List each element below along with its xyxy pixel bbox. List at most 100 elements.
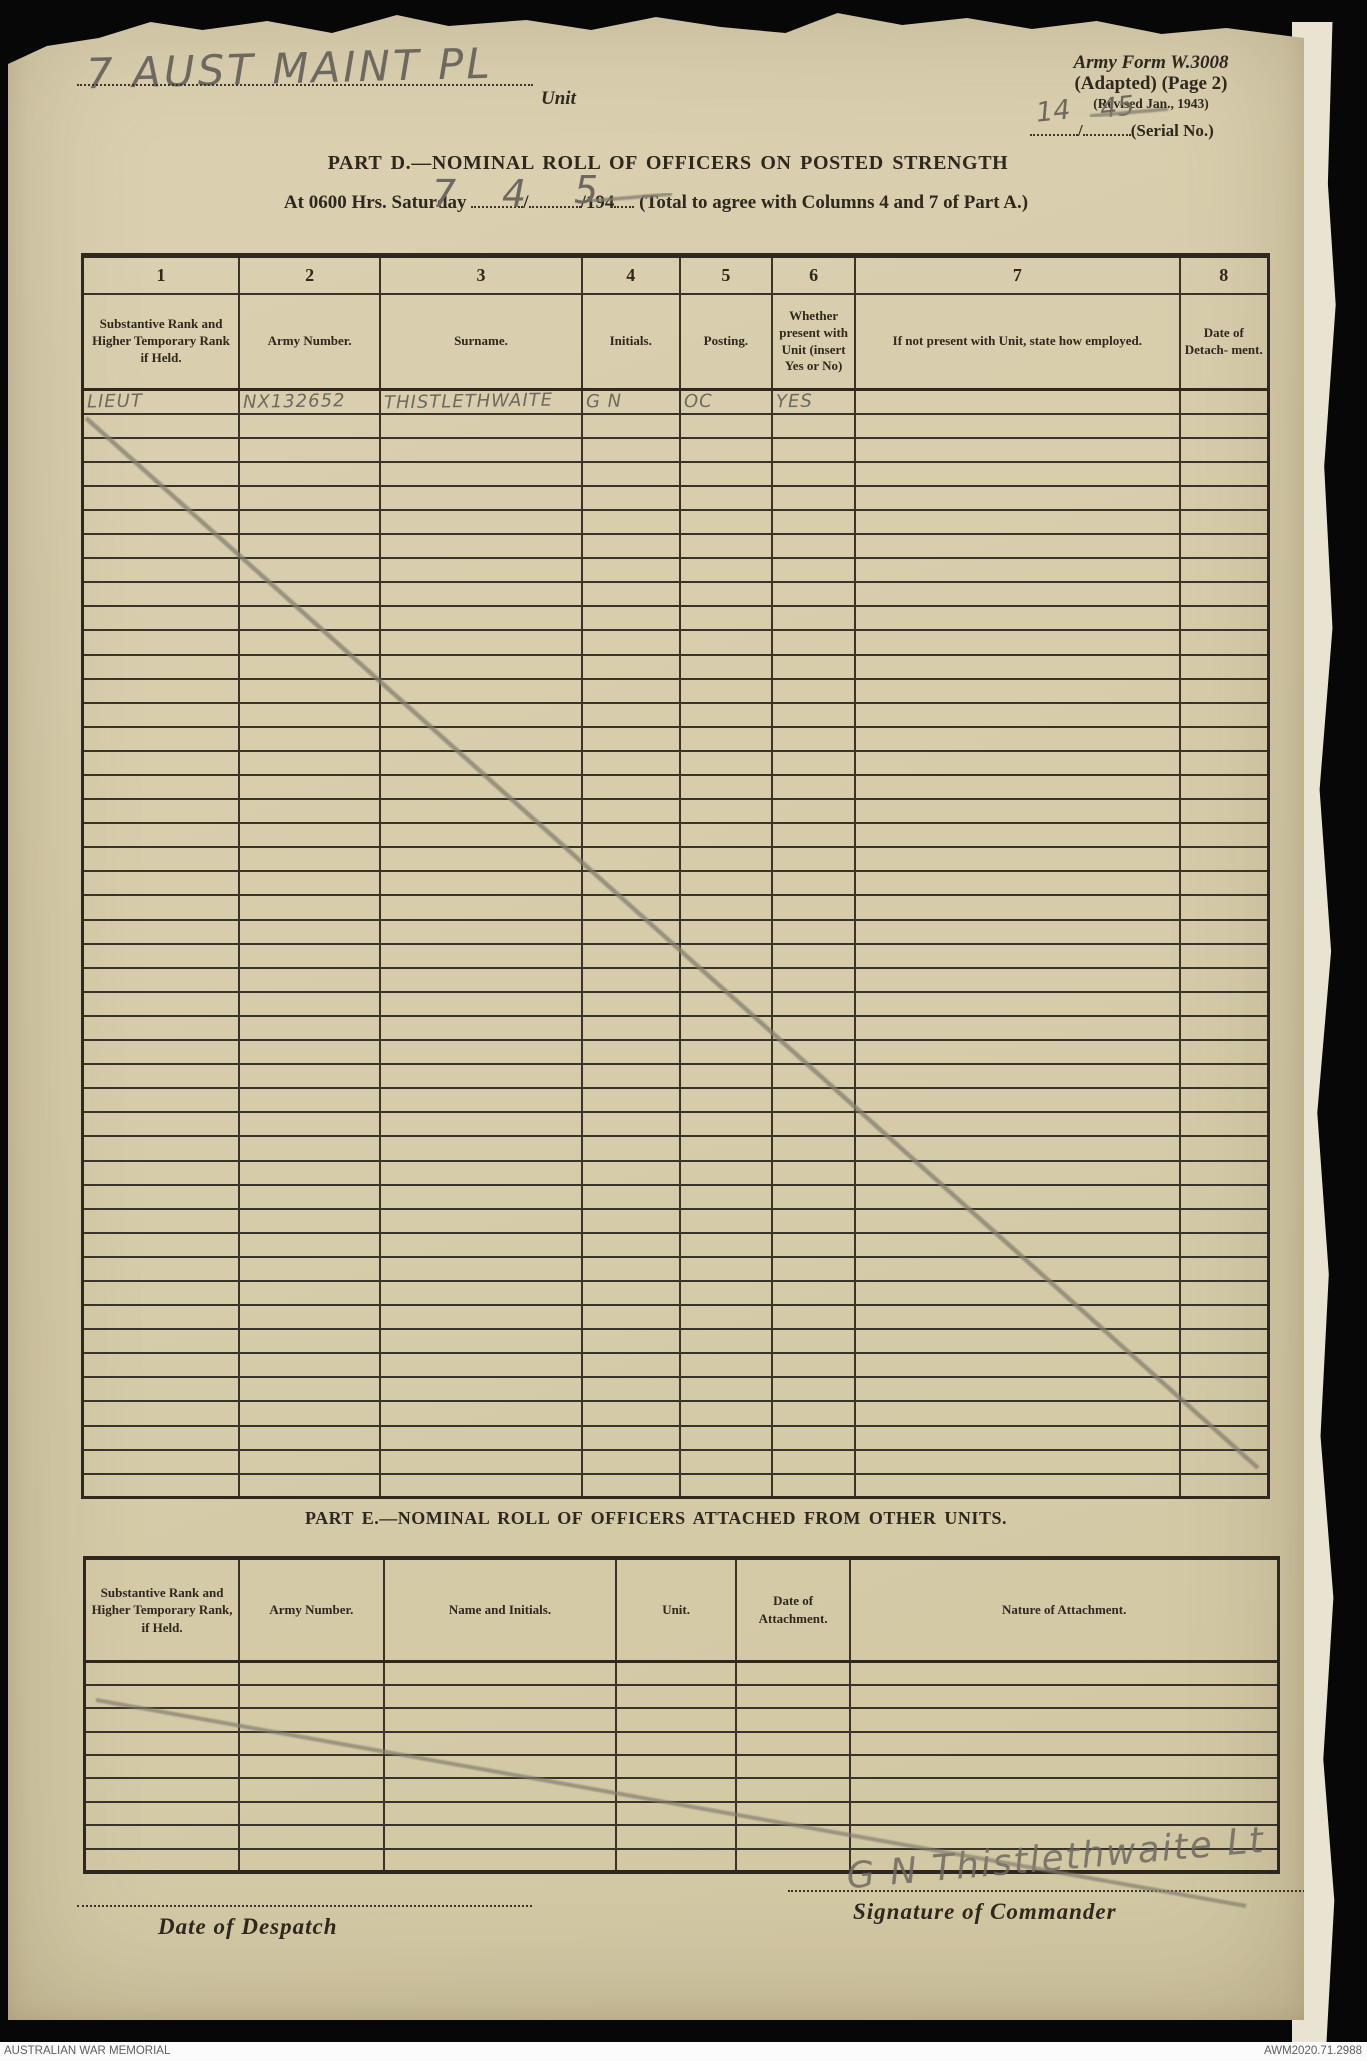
despatch-dotted-line xyxy=(77,1905,532,1907)
table-row xyxy=(81,533,1270,560)
table-cell xyxy=(81,725,241,752)
table-cell xyxy=(379,653,583,680)
table-cell xyxy=(771,773,857,801)
table-cell xyxy=(580,1352,681,1379)
table-cell xyxy=(771,629,857,656)
table-cell xyxy=(580,1304,681,1331)
table-cell xyxy=(734,1824,852,1850)
table-cell xyxy=(382,1683,618,1710)
table-cell xyxy=(854,1328,1181,1355)
table-cell xyxy=(678,1014,774,1042)
table-cell xyxy=(1178,436,1270,463)
table-cell xyxy=(1178,533,1270,560)
table-cell xyxy=(238,1777,385,1803)
col-label: Substantive Rank and Higher Temporary Ra… xyxy=(83,1557,241,1663)
table-cell xyxy=(615,1754,737,1780)
table-cell xyxy=(849,1683,1280,1710)
table-cell xyxy=(81,798,241,825)
table-row xyxy=(81,918,1270,945)
table-cell xyxy=(678,773,774,801)
table-cell xyxy=(238,1255,382,1282)
table-cell xyxy=(81,1135,241,1162)
table-cell: THISTLETHWAITE xyxy=(379,388,583,415)
table-cell xyxy=(678,484,774,511)
table-cell xyxy=(854,918,1181,945)
table-cell xyxy=(379,1135,583,1162)
table-cell xyxy=(678,846,774,873)
table-cell xyxy=(771,918,857,945)
table-row xyxy=(81,894,1270,921)
table-cell xyxy=(580,894,681,921)
handwritten-month: 4 xyxy=(502,172,527,216)
table-cell xyxy=(771,1424,857,1451)
column-label-row: Substantive Rank and Higher Temporary Ra… xyxy=(83,1557,1280,1663)
table-cell xyxy=(854,581,1181,608)
table-cell xyxy=(580,605,681,632)
table-cell xyxy=(849,1754,1280,1780)
table-cell xyxy=(1178,1472,1270,1499)
table-cell xyxy=(238,484,382,511)
table-cell xyxy=(580,1063,681,1090)
table-cell xyxy=(379,1063,583,1090)
table-cell xyxy=(615,1660,737,1686)
table-cell xyxy=(379,557,583,584)
table-cell xyxy=(238,1279,382,1307)
table-cell xyxy=(1178,1014,1270,1042)
table-cell xyxy=(81,677,241,704)
col-num: 2 xyxy=(238,254,382,295)
table-cell xyxy=(1178,918,1270,945)
table-cell xyxy=(854,798,1181,825)
table-cell xyxy=(379,1448,583,1475)
col-label: Unit. xyxy=(615,1557,737,1663)
table-cell xyxy=(580,412,681,439)
table-row xyxy=(81,1014,1270,1042)
table-cell xyxy=(678,894,774,921)
table-row xyxy=(81,870,1270,897)
table-cell xyxy=(238,1231,382,1258)
table-cell xyxy=(83,1683,241,1710)
col-label: Name and Initials. xyxy=(382,1557,618,1663)
table-cell xyxy=(615,1777,737,1803)
table-row xyxy=(81,846,1270,873)
table-cell xyxy=(81,1472,241,1499)
table-cell: LIEUT xyxy=(81,388,241,415)
table-cell xyxy=(849,1707,1280,1733)
table-cell xyxy=(81,1279,241,1307)
archive-footer-bar: AUSTRALIAN WAR MEMORIAL AWM2020.71.2988 xyxy=(0,2042,1367,2061)
table-cell xyxy=(854,1352,1181,1379)
table-cell xyxy=(580,1014,681,1042)
table-cell xyxy=(238,1328,382,1355)
table-cell xyxy=(379,1352,583,1379)
table-cell xyxy=(379,773,583,801)
handwritten-year-digit: 5 xyxy=(574,168,599,212)
table-cell xyxy=(678,581,774,608)
table-cell xyxy=(1178,1304,1270,1331)
serial-slash: / xyxy=(1078,121,1083,140)
table-cell xyxy=(734,1800,852,1827)
table-cell xyxy=(771,1304,857,1331)
table-cell xyxy=(379,436,583,463)
table-cell xyxy=(81,581,241,608)
serial-dotted-line xyxy=(1030,120,1078,136)
table-cell xyxy=(379,533,583,560)
table-row xyxy=(81,1255,1270,1282)
table-cell xyxy=(238,918,382,945)
table-cell xyxy=(678,1063,774,1090)
table-cell xyxy=(81,870,241,897)
table-cell xyxy=(854,484,1181,511)
table-cell xyxy=(238,1039,382,1066)
table-cell xyxy=(854,1207,1181,1234)
table-row xyxy=(81,1039,1270,1066)
table-cell xyxy=(238,1159,382,1186)
table-cell xyxy=(771,701,857,728)
table-cell xyxy=(379,846,583,873)
table-cell xyxy=(81,1159,241,1186)
table-cell xyxy=(81,1039,241,1066)
table-cell xyxy=(678,701,774,728)
table-cell xyxy=(238,460,382,487)
table-cell xyxy=(81,508,241,536)
table-cell xyxy=(238,725,382,752)
timeline-suffix: (Total to agree with Columns 4 and 7 of … xyxy=(639,192,1029,213)
table-cell xyxy=(580,1039,681,1066)
